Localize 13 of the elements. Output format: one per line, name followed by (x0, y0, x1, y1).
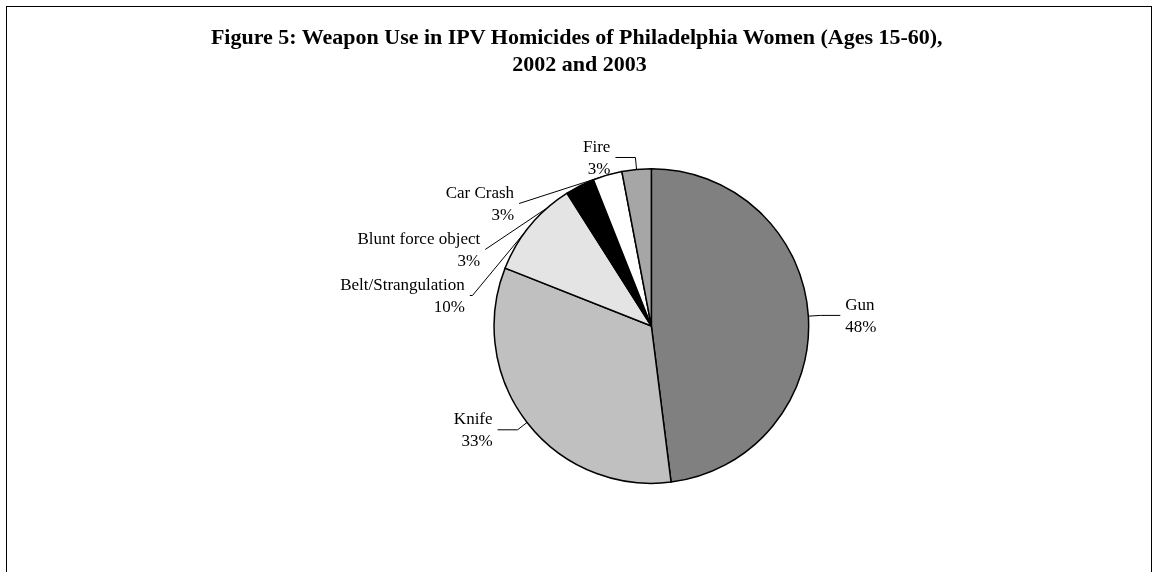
data-label: 48% (845, 316, 877, 336)
data-label: 10% (433, 296, 465, 316)
data-label: 33% (461, 431, 493, 451)
slice-label: Fire (583, 136, 611, 156)
slice-label: Gun (845, 294, 876, 314)
slice-label: Belt/Strangulation (340, 274, 466, 294)
slice-label: Knife (453, 409, 493, 429)
data-label: 3% (457, 250, 481, 270)
slice-label: Blunt force object (357, 228, 481, 248)
slice-label: Car Crash (445, 182, 515, 202)
data-label: 3% (587, 158, 611, 178)
data-label: 3% (491, 204, 515, 224)
chart-title: Figure 5: Weapon Use in IPV Homicides of Philadelphia Women (Ages 15-60), 2002 and 2003 (210, 24, 949, 76)
